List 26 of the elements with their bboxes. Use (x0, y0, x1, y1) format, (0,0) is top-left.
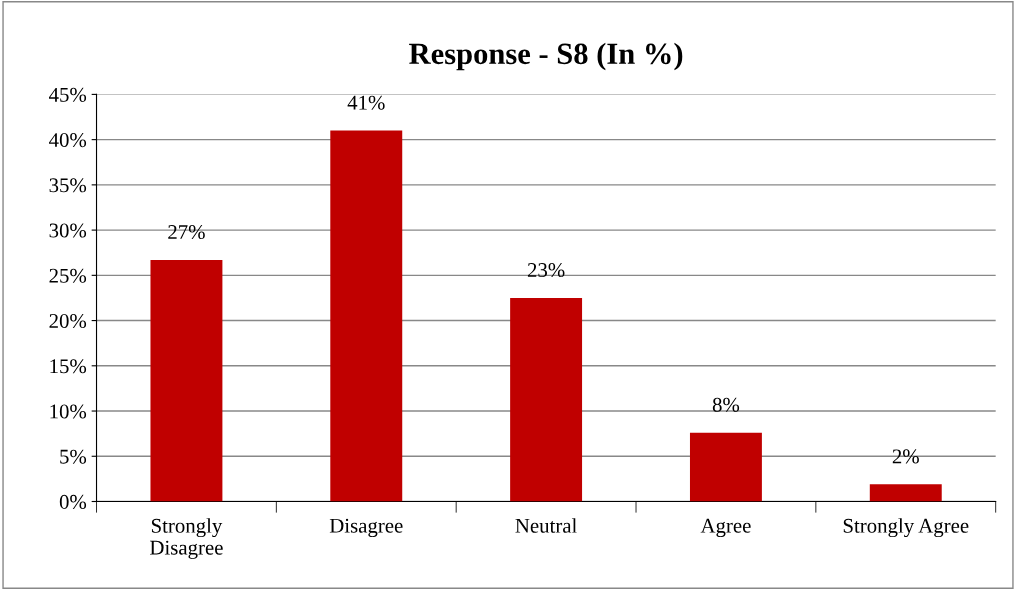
y-tick-label: 5% (60, 449, 87, 464)
x-tick-label: Neutral (515, 518, 577, 533)
y-tick-label: 45% (49, 87, 87, 102)
data-label: 41% (347, 95, 385, 110)
x-tick-label: Strongly Disagree (150, 518, 223, 559)
y-tick-label: 25% (49, 268, 87, 283)
bar (330, 130, 403, 502)
y-tick-label: 0% (59, 494, 87, 509)
y-tick-label: 15% (50, 359, 87, 374)
y-tick-label: 40% (49, 133, 87, 148)
y-tick-label: 35% (49, 178, 87, 193)
data-label: 8% (712, 397, 740, 412)
data-label: 27% (168, 225, 205, 240)
bar (510, 297, 583, 502)
bar (869, 484, 942, 502)
bar (689, 432, 762, 502)
x-tick-label: Agree (700, 518, 751, 538)
x-tick-label: Disagree (329, 518, 403, 538)
data-label: 23% (527, 262, 565, 278)
bar (150, 259, 223, 502)
y-tick-label: 20% (49, 313, 87, 329)
y-tick-label: 30% (49, 223, 87, 238)
chart-title: Response - S8 (In %) (409, 42, 683, 71)
y-tick-label: 10% (50, 404, 87, 419)
data-label: 2% (892, 449, 919, 464)
x-tick-label: Strongly Agree (843, 518, 969, 538)
